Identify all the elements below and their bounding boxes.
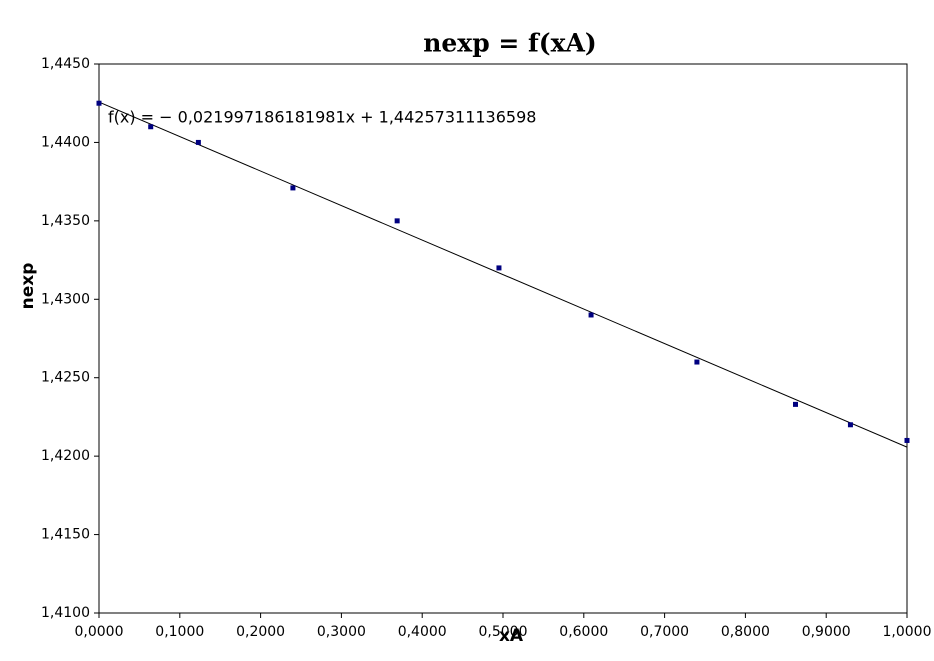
point <box>588 312 594 318</box>
chart-title: nexp = f(xA) <box>423 29 597 58</box>
y-tick-label: 1,4300 <box>41 291 90 307</box>
x-axis-title: xA <box>499 626 524 646</box>
point <box>694 359 700 365</box>
x-tick-label: 1,0000 <box>883 624 932 640</box>
y-tick-label: 1,4350 <box>41 213 90 229</box>
y-tick-label: 1,4400 <box>41 134 90 150</box>
y-tick-label: 1,4100 <box>41 605 90 621</box>
x-tick-label: 0,9000 <box>802 624 851 640</box>
point <box>195 139 201 145</box>
x-tick-label: 0,0000 <box>75 624 124 640</box>
y-tick-label: 1,4150 <box>41 527 90 543</box>
point <box>148 124 154 130</box>
x-tick-label: 0,6000 <box>559 624 608 640</box>
y-tick-label: 1,4450 <box>41 56 90 72</box>
x-tick-label: 0,4000 <box>398 624 447 640</box>
y-axis-title: nexp <box>18 263 38 310</box>
x-tick-label: 0,7000 <box>640 624 689 640</box>
point <box>394 218 400 224</box>
x-tick-label: 0,5000 <box>479 624 528 640</box>
point <box>96 100 102 106</box>
plot-area <box>98 63 908 614</box>
x-tick-label: 0,2000 <box>236 624 285 640</box>
point <box>904 437 910 443</box>
y-tick-label: 1,4250 <box>41 370 90 386</box>
x-tick-label: 0,1000 <box>155 624 204 640</box>
point <box>792 401 798 407</box>
point <box>496 265 502 271</box>
trend-line <box>98 101 908 448</box>
x-tick-label: 0,8000 <box>721 624 770 640</box>
x-tick-label: 0,3000 <box>317 624 366 640</box>
point <box>847 422 853 428</box>
point <box>290 185 296 191</box>
y-tick-label: 1,4200 <box>41 448 90 464</box>
trend-equation: f(x) = − 0,021997186181981x + 1,44257311… <box>108 108 536 127</box>
